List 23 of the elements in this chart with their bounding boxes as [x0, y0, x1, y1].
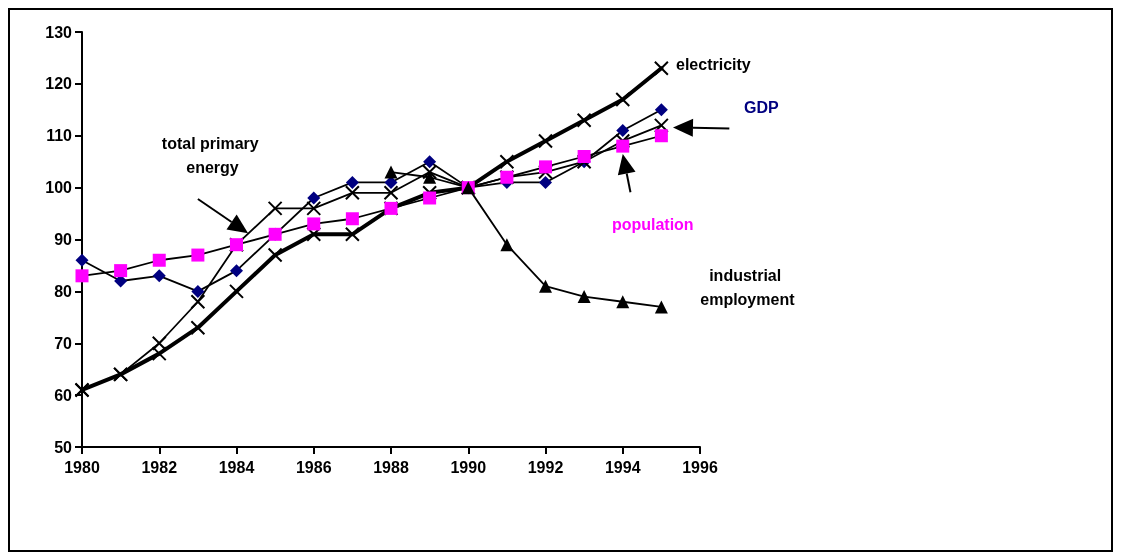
x-tick-label: 1994 [604, 458, 641, 476]
x-tick-label: 1980 [64, 458, 100, 476]
y-tick-label: 60 [54, 386, 73, 404]
x-tick-label: 1986 [295, 458, 332, 476]
text: population [611, 215, 694, 233]
series-label: total primary energy [161, 135, 264, 177]
y-tick-label: 120 [45, 75, 73, 93]
y-tick-label: 50 [54, 438, 73, 456]
x-tick-label: 1990 [450, 458, 487, 476]
y-tick-label: 70 [54, 334, 73, 352]
series-label: electricity [676, 55, 751, 73]
y-tick-label: 100 [45, 179, 73, 197]
x-tick-label: 1984 [218, 458, 255, 476]
x-tick-label: 1988 [373, 458, 409, 476]
text: industrial employment [700, 267, 796, 309]
y-tick-label: 110 [46, 127, 73, 145]
y-tick-label: 130 [45, 23, 73, 41]
text: GDP [744, 99, 780, 117]
x-tick-label: 1992 [527, 458, 564, 476]
y-tick-label: 80 [54, 282, 73, 300]
y-tick-label: 90 [54, 231, 73, 248]
x-tick-label: 1982 [141, 458, 178, 476]
x-tick-label: 1996 [682, 458, 718, 476]
